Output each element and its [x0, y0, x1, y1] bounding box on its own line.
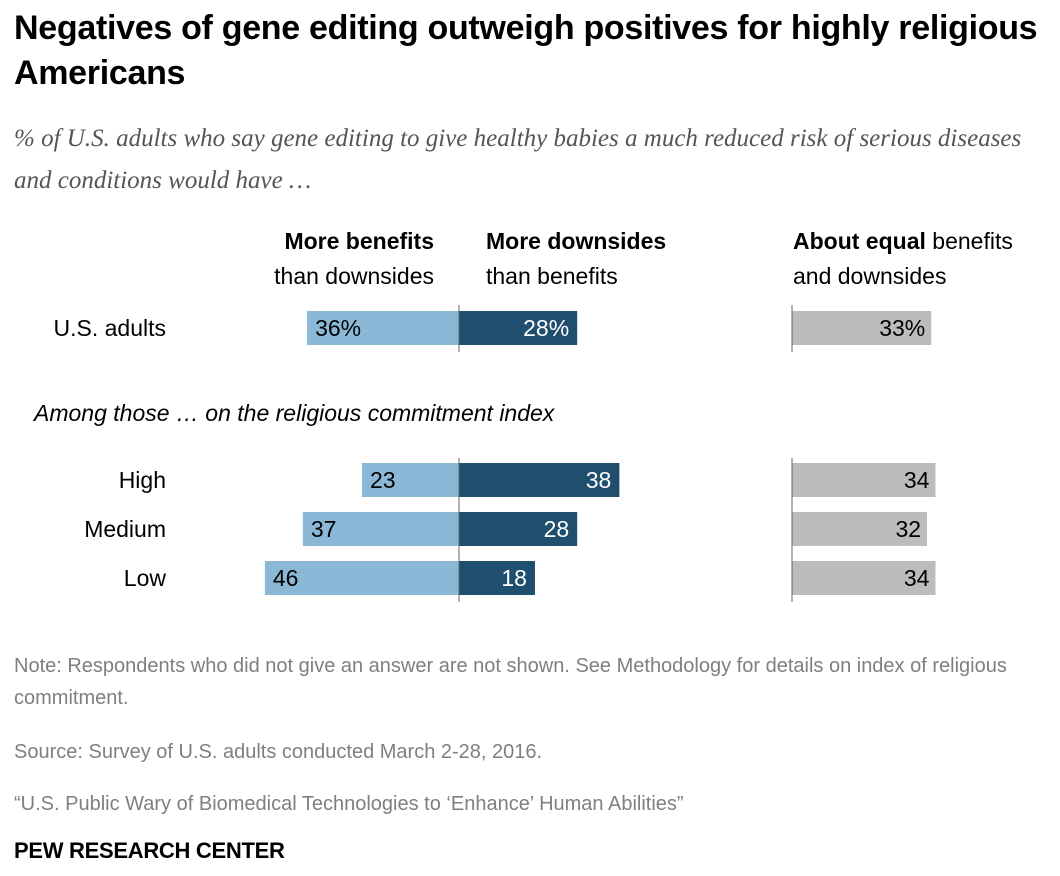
- bar-equal-medium: [792, 512, 928, 546]
- bar-benefits-medium: [302, 512, 459, 546]
- bar-downsides-low: [459, 561, 535, 595]
- label-benefits-medium: 37: [311, 516, 337, 542]
- header-about-equal: About equal benefits and downsides: [793, 224, 1013, 294]
- category-label-medium: Medium: [84, 516, 166, 542]
- label-equal-u-s-adults: 33%: [879, 315, 925, 341]
- label-downsides-low: 18: [501, 565, 527, 591]
- label-downsides-medium: 28: [544, 516, 570, 542]
- category-label-u-s-adults: U.S. adults: [54, 315, 167, 341]
- bar-downsides-medium: [459, 512, 578, 546]
- label-equal-high: 34: [904, 467, 930, 493]
- header-benefits-bold: More benefits: [284, 228, 434, 254]
- pew-logo-text: PEW RESEARCH CENTER: [14, 838, 285, 863]
- chart-title: Negatives of gene editing outweigh posit…: [14, 9, 1038, 92]
- header-equal-rest1: benefits: [932, 228, 1013, 254]
- category-label-high: High: [119, 467, 166, 493]
- header-benefits-rest: than downsides: [274, 263, 434, 289]
- header-more-downsides: More downsides than benefits: [486, 224, 666, 294]
- header-more-benefits: More benefits than downsides: [274, 224, 434, 294]
- bar-benefits-low: [264, 561, 459, 595]
- religious-commitment-label: Among those … on the religious commitmen…: [34, 400, 555, 426]
- bar-downsides-high: [459, 463, 620, 497]
- header-downsides-bold: More downsides: [486, 228, 667, 254]
- label-equal-medium: 32: [895, 516, 921, 542]
- label-benefits-low: 46: [273, 565, 299, 591]
- bar-equal-high: [792, 463, 936, 497]
- header-equal-bold: About equal: [793, 228, 926, 254]
- bar-benefits-high: [361, 463, 459, 497]
- label-benefits-high: 23: [370, 467, 396, 493]
- note-text: Note: Respondents who did not give an an…: [14, 655, 1007, 709]
- header-downsides-rest: than benefits: [486, 263, 618, 289]
- chart-subtitle: % of U.S. adults who say gene editing to…: [14, 125, 1022, 194]
- label-benefits-u-s-adults: 36%: [315, 315, 361, 341]
- bar-downsides-u-s-adults: [459, 311, 578, 345]
- bar-benefits-u-s-adults: [307, 311, 459, 345]
- label-equal-low: 34: [904, 565, 930, 591]
- category-label-low: Low: [124, 565, 167, 591]
- label-downsides-high: 38: [586, 467, 612, 493]
- bar-equal-low: [792, 561, 936, 595]
- source-text: Source: Survey of U.S. adults conducted …: [14, 741, 543, 763]
- bar-equal-u-s-adults: [792, 311, 932, 345]
- header-equal-rest2: and downsides: [793, 263, 947, 289]
- label-downsides-u-s-adults: 28%: [523, 315, 569, 341]
- report-title: “U.S. Public Wary of Biomedical Technolo…: [14, 793, 684, 815]
